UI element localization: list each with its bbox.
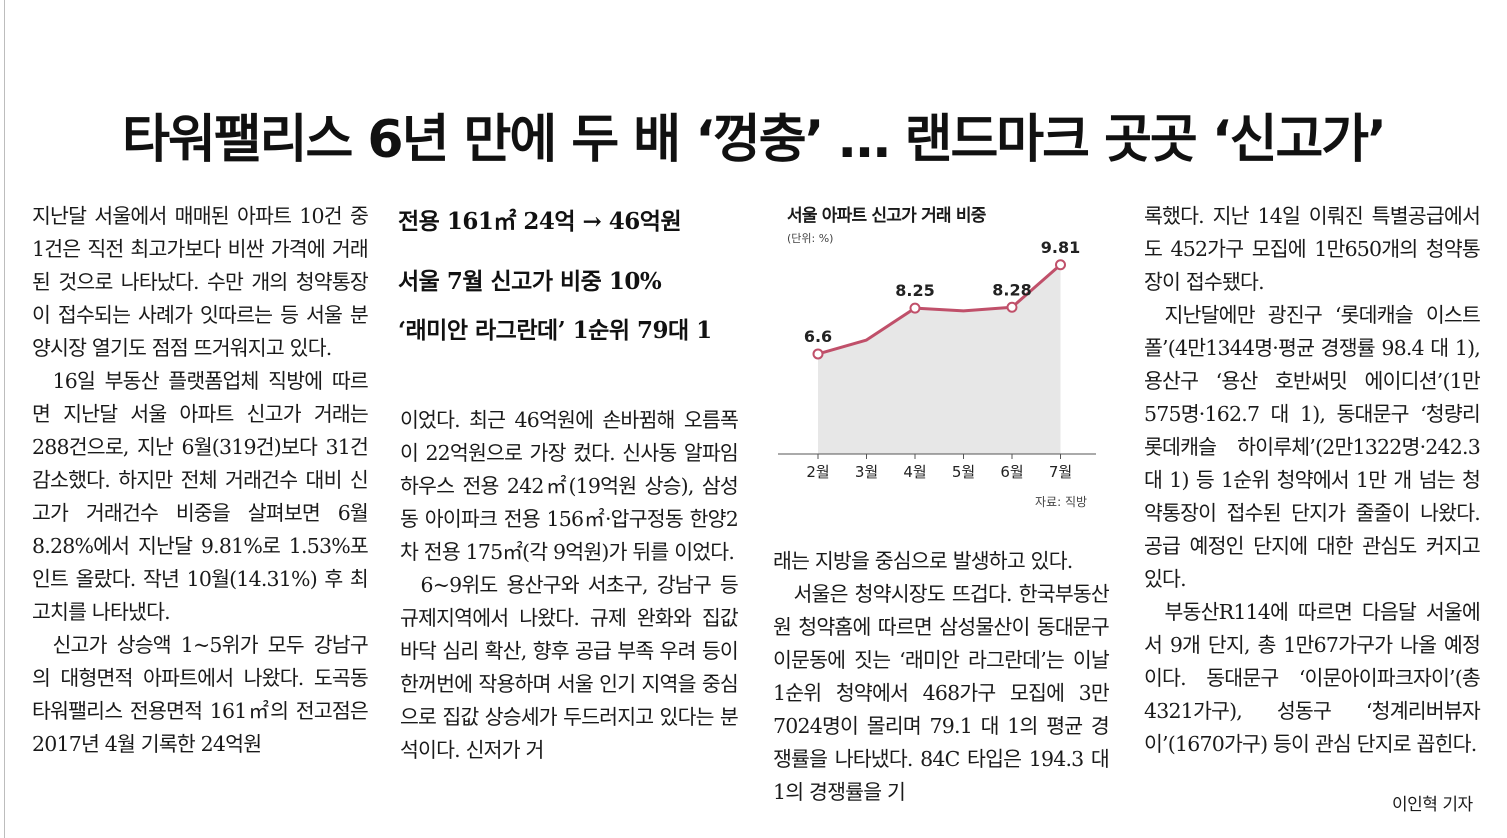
paragraph: 록했다. 지난 14일 이뤄진 특별공급에서도 452가구 모집에 1만650개…	[1144, 204, 1481, 294]
column-1: 지난달 서울에서 매매된 아파트 10건 중 1건은 직전 최고가보다 비싼 가…	[32, 200, 369, 761]
column-3: 래는 지방을 중심으로 발생하고 있다. 서울은 청약시장도 뜨겁다. 한국부동…	[773, 545, 1110, 809]
column-2: 이었다. 최근 46억원에 손바뀜해 오름폭이 22억원으로 가장 컸다. 신사…	[400, 404, 739, 767]
byline: 이인혁 기자	[1392, 795, 1473, 815]
data-point	[1006, 301, 1018, 313]
data-point	[1055, 259, 1066, 271]
headline: 타워팰리스 6년 만에 두 배 ‘껑충’ … 랜드마크 곳곳 ‘신고가’	[122, 109, 1387, 170]
data-label: 9.81	[1041, 240, 1080, 257]
chart-area: 6.6 2월 3월 8.25 4월 5월 8.28 6월 9.81 7월	[778, 240, 1096, 481]
subhead-3: ‘래미안 라그란데’ 1순위 79대 1	[398, 317, 712, 344]
data-label: 8.28	[992, 280, 1031, 299]
paragraph: 신고가 상승액 1~5위가 모두 강남구의 대형면적 아파트에서 나왔다. 도곡…	[32, 633, 369, 756]
x-tick-label: 3월	[855, 463, 878, 481]
data-label: 6.6	[804, 327, 832, 346]
paragraph: 지난달 서울에서 매매된 아파트 10건 중 1건은 직전 최고가보다 비싼 가…	[32, 204, 369, 360]
paragraph: 이었다. 최근 46억원에 손바뀜해 오름폭이 22억원으로 가장 컸다. 신사…	[400, 408, 739, 564]
x-tick-label: 4월	[903, 463, 926, 481]
subhead-2: 서울 7월 신고가 비중 10%	[398, 268, 662, 295]
paragraph: 지난달에만 광진구 ‘롯데캐슬 이스트폴’(4만1344명·평균 경쟁률 98.…	[1144, 303, 1481, 591]
subhead-1: 전용 161㎡ 24억 → 46억원	[398, 208, 682, 235]
paragraph: 16일 부동산 플랫폼업체 직방에 따르면 지난달 서울 아파트 신고가 거래는…	[32, 369, 369, 624]
data-point	[909, 302, 921, 314]
chart-title: 서울 아파트 신고가 거래 비중	[787, 206, 986, 226]
data-label: 8.25	[895, 281, 934, 300]
x-tick-label: 7월	[1049, 463, 1072, 481]
column-4: 록했다. 지난 14일 이뤄진 특별공급에서도 452가구 모집에 1만650개…	[1144, 200, 1481, 761]
x-tick-label: 5월	[952, 463, 975, 481]
paragraph: 래는 지방을 중심으로 발생하고 있다.	[773, 549, 1073, 573]
paragraph: 6~9위도 용산구와 서초구, 강남구 등 규제지역에서 나왔다. 규제 완화와…	[400, 573, 739, 762]
page-left-rule	[4, 0, 5, 838]
paragraph: 서울은 청약시장도 뜨겁다. 한국부동산원 청약홈에 따르면 삼성물산이 동대문…	[773, 582, 1110, 804]
x-tick-label: 2월	[806, 463, 829, 481]
data-point	[812, 348, 824, 360]
paragraph: 부동산R114에 따르면 다음달 서울에서 9개 단지, 총 1만67가구가 나…	[1144, 600, 1481, 756]
series-line	[817, 263, 1062, 356]
area-fill	[818, 264, 1061, 454]
chart-source: 자료: 직방	[1035, 495, 1088, 509]
x-tick-label: 6월	[1000, 463, 1023, 481]
chart-unit: (단위: %)	[787, 232, 834, 245]
